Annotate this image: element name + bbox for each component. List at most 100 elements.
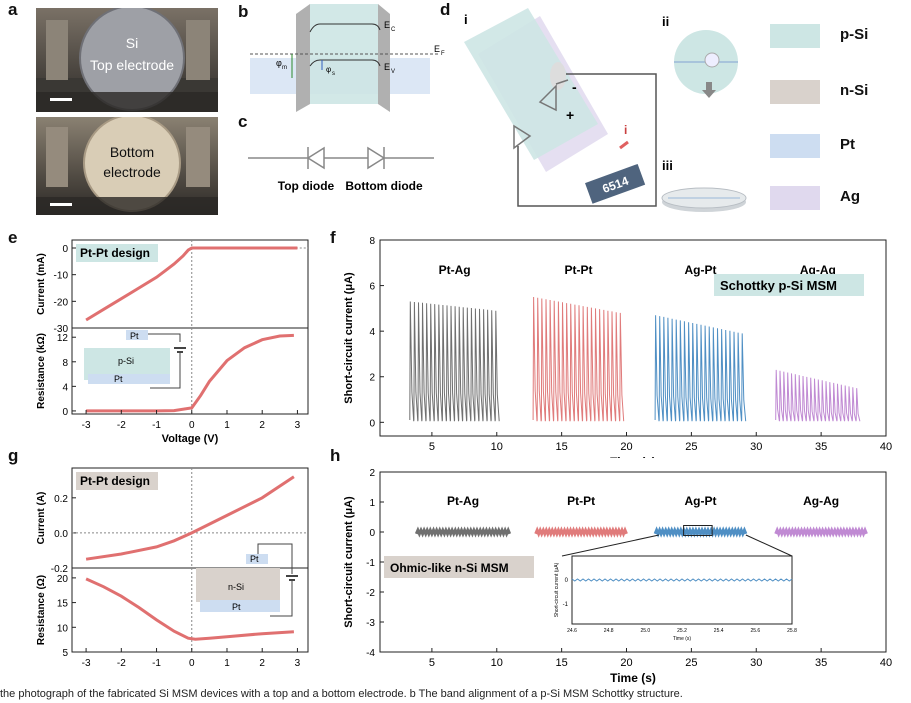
photo-top-electrode: Si Top electrode bbox=[36, 8, 218, 112]
y-tick-label: 8 bbox=[369, 236, 375, 247]
series-line-ag-pt bbox=[653, 526, 748, 538]
inset-x-tick-label: 25.0 bbox=[640, 628, 650, 634]
inset-top-pt-pad bbox=[126, 330, 148, 340]
series-label-ag-pt: Ag-Pt bbox=[684, 494, 716, 508]
chart-title: Ohmic-like n-Si MSM bbox=[390, 561, 509, 575]
resistance-curve bbox=[86, 333, 294, 413]
y-tick-label: 5 bbox=[62, 648, 68, 659]
inset-wire-bottom bbox=[270, 580, 293, 617]
band-ef-sub: F bbox=[441, 51, 445, 57]
y-tick-label: -20 bbox=[54, 297, 69, 308]
x-tick-label: 0 bbox=[189, 658, 195, 669]
x-tick-label: 30 bbox=[750, 441, 762, 453]
diode-schematic: Top diode Bottom diode bbox=[248, 146, 434, 193]
title-box bbox=[384, 556, 534, 578]
y-tick-label: 6 bbox=[369, 282, 375, 293]
series-line-pt-ag bbox=[414, 526, 512, 538]
x-tick-label: 2 bbox=[259, 658, 265, 669]
band-ev-sub: V bbox=[391, 69, 395, 75]
series-label-pt-pt: Pt-Pt bbox=[567, 494, 595, 508]
inset-label-top: Pt bbox=[130, 331, 139, 341]
y-tick-label: 4 bbox=[62, 382, 68, 393]
y-tick-label: -2 bbox=[366, 588, 375, 599]
inset-label-bottom: Pt bbox=[114, 374, 123, 384]
series-line-pt-pt bbox=[532, 296, 625, 422]
y-axis-label-top: Current (mA) bbox=[36, 253, 47, 315]
panel-label-c: c bbox=[238, 112, 248, 131]
legend-swatch-ag bbox=[770, 186, 820, 210]
inset-label-bottom: Pt bbox=[232, 602, 241, 612]
resistance-curve bbox=[85, 577, 294, 641]
title-box bbox=[714, 274, 864, 296]
series-line-pt-pt bbox=[534, 526, 628, 538]
series-label-pt-ag: Pt-Ag bbox=[447, 494, 479, 508]
x-tick-label: 3 bbox=[295, 420, 301, 431]
series-line-ag-pt bbox=[654, 315, 747, 422]
terminal-plus: + bbox=[566, 107, 574, 123]
y-tick-label: 0.0 bbox=[54, 529, 68, 540]
chart-title: Schottky p-Si MSM bbox=[720, 278, 837, 293]
band-phis-label: φ bbox=[326, 65, 331, 74]
legend-swatch-pt bbox=[770, 134, 820, 158]
x-tick-label: 40 bbox=[880, 657, 892, 669]
y-tick-label: 0 bbox=[62, 244, 68, 255]
y-axis-label-bottom: Resistance (Ω) bbox=[36, 575, 47, 645]
sub-label-ii: ii bbox=[662, 14, 669, 29]
current-label: i bbox=[624, 123, 627, 137]
x-tick-label: 2 bbox=[259, 420, 265, 431]
legend-swatch-p-si bbox=[770, 24, 820, 48]
photo-b-text-electrode: electrode bbox=[103, 164, 161, 180]
figure-caption: the photograph of the fabricated Si MSM … bbox=[0, 688, 683, 700]
y-tick-label: -3 bbox=[366, 618, 375, 629]
inset-x-tick-label: 24.8 bbox=[604, 628, 614, 634]
y-tick-label: 0 bbox=[62, 407, 68, 418]
panel-label-g: g bbox=[8, 446, 19, 465]
inset-label-mid: p-Si bbox=[118, 356, 134, 366]
title-box bbox=[76, 244, 158, 262]
x-tick-label: 0 bbox=[189, 420, 195, 431]
photo-bottom-electrode: Bottom electrode bbox=[36, 117, 218, 215]
x-tick-label: -1 bbox=[152, 420, 161, 431]
series-label-ag-ag: Ag-Ag bbox=[800, 263, 836, 277]
legend-label-pt: Pt bbox=[840, 136, 855, 153]
current-curve bbox=[85, 246, 298, 322]
inset-frame bbox=[571, 555, 793, 625]
y-axis-label: Short-circuit current (μA) bbox=[343, 272, 355, 404]
legend-label-ag: Ag bbox=[840, 188, 860, 205]
top-diode-label: Top diode bbox=[278, 179, 335, 193]
y-tick-label: 8 bbox=[62, 358, 68, 369]
inset-y-tick-label: 0 bbox=[565, 578, 569, 584]
y-tick-label: 10 bbox=[57, 623, 69, 634]
inset-n-si-layer bbox=[196, 568, 280, 602]
y-tick-label: -10 bbox=[54, 271, 69, 282]
y-axis-label-top: Current (A) bbox=[36, 492, 47, 545]
chart-title: Pt-Pt design bbox=[80, 246, 150, 260]
inset-wire-top bbox=[148, 333, 181, 342]
inset-x-tick-label: 25.8 bbox=[787, 628, 797, 634]
inset-x-tick-label: 24.6 bbox=[567, 628, 577, 634]
zoom-box bbox=[683, 525, 713, 536]
x-tick-label: 25 bbox=[685, 657, 697, 669]
x-tick-label: 1 bbox=[224, 658, 230, 669]
inset-label-mid: n-Si bbox=[228, 582, 244, 592]
inset-x-tick-label: 25.6 bbox=[750, 628, 760, 634]
x-axis-label: Time (s) bbox=[610, 455, 656, 458]
panel-label-h: h bbox=[330, 446, 341, 465]
material-legend: p-Si n-Si Pt Ag bbox=[770, 20, 910, 220]
y-tick-label: 12 bbox=[57, 333, 69, 344]
terminal-minus: - bbox=[572, 79, 577, 95]
x-tick-label: -3 bbox=[82, 420, 91, 431]
inset-y-axis-label: Short-circuit current (μA) bbox=[554, 562, 560, 617]
panel-label-d: d bbox=[440, 0, 451, 19]
inset-series-line bbox=[571, 578, 793, 582]
inset-bottom-pt-layer bbox=[200, 600, 280, 612]
x-tick-label: 10 bbox=[491, 657, 503, 669]
plot-frame bbox=[71, 239, 309, 415]
inset-y-tick-label: -1 bbox=[563, 602, 569, 608]
inset-wire-top bbox=[257, 543, 293, 574]
x-tick-label: 15 bbox=[556, 657, 568, 669]
series-line-ag-ag bbox=[775, 369, 861, 422]
x-tick-label: 20 bbox=[620, 657, 632, 669]
y-tick-label: 0 bbox=[369, 528, 375, 539]
series-line-pt-ag bbox=[409, 301, 500, 422]
